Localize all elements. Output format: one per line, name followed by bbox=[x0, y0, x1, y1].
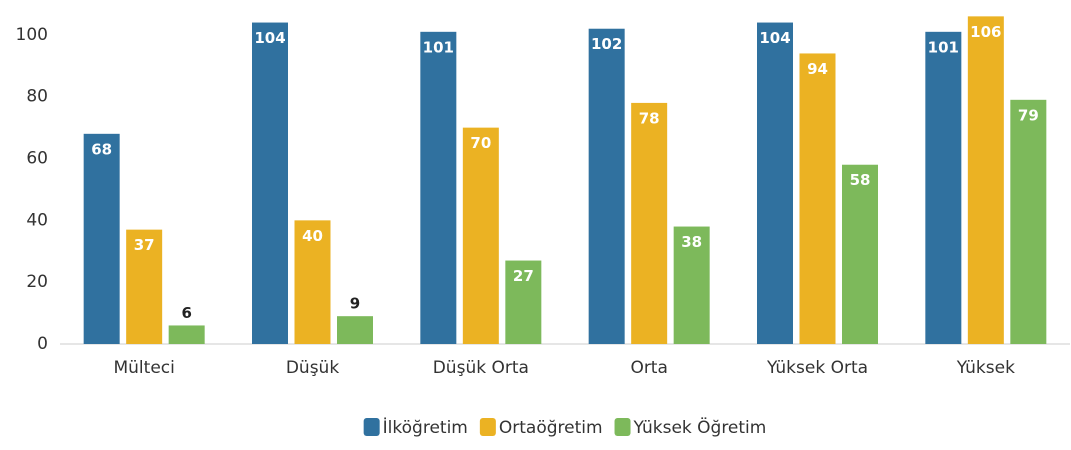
legend: İlköğretim Ortaöğretim Yüksek Öğretim bbox=[363, 416, 767, 438]
value-label: 101 bbox=[423, 38, 454, 56]
bar bbox=[462, 127, 499, 345]
bar bbox=[294, 220, 331, 344]
value-label: 94 bbox=[807, 60, 828, 78]
bar bbox=[588, 28, 625, 345]
x-tick-label: Yüksek Orta bbox=[766, 358, 868, 378]
x-tick-label: Mülteci bbox=[113, 358, 174, 378]
y-tick-label: 100 bbox=[16, 25, 48, 45]
bar bbox=[925, 31, 962, 345]
legend-label: İlköğretim bbox=[383, 417, 468, 438]
bar bbox=[252, 22, 288, 345]
x-tick-label: Düşük Orta bbox=[433, 358, 529, 378]
x-tick-label: Düşük bbox=[286, 358, 339, 378]
legend-label: Yüksek Öğretim bbox=[633, 416, 767, 438]
value-label: 37 bbox=[134, 236, 155, 254]
value-label: 70 bbox=[470, 134, 491, 152]
bar bbox=[337, 316, 373, 344]
x-tick-label: Yüksek bbox=[956, 358, 1015, 378]
value-label: 58 bbox=[850, 171, 871, 189]
value-label: 102 bbox=[591, 35, 622, 53]
value-label: 9 bbox=[350, 295, 360, 313]
value-label: 40 bbox=[302, 227, 323, 245]
value-label: 78 bbox=[639, 109, 660, 127]
legend-swatch bbox=[363, 418, 380, 436]
value-label: 104 bbox=[254, 29, 285, 47]
legend-label: Ortaöğretim bbox=[499, 418, 603, 438]
y-tick-label: 60 bbox=[26, 149, 48, 169]
bar bbox=[842, 164, 878, 344]
value-label: 38 bbox=[681, 233, 702, 251]
x-tick-label: Orta bbox=[630, 358, 667, 378]
bar bbox=[1010, 99, 1047, 345]
bar bbox=[420, 31, 457, 345]
bar bbox=[799, 53, 836, 345]
value-label: 27 bbox=[513, 267, 534, 285]
bar bbox=[126, 229, 163, 344]
legend-swatch bbox=[479, 418, 496, 436]
bar bbox=[757, 22, 793, 345]
value-label: 68 bbox=[91, 140, 112, 158]
value-label: 6 bbox=[181, 304, 191, 322]
value-label: 79 bbox=[1018, 106, 1039, 124]
y-tick-label: 80 bbox=[26, 87, 48, 107]
bar bbox=[673, 226, 710, 344]
value-label: 104 bbox=[759, 29, 790, 47]
bar bbox=[505, 260, 542, 344]
bar bbox=[83, 133, 120, 344]
y-tick-label: 20 bbox=[26, 272, 48, 292]
value-label: 106 bbox=[970, 23, 1001, 41]
y-tick-label: 0 bbox=[37, 334, 48, 354]
legend-swatch bbox=[614, 418, 631, 436]
bar bbox=[168, 325, 205, 344]
bar bbox=[631, 102, 668, 344]
bar bbox=[967, 16, 1004, 344]
y-tick-label: 40 bbox=[26, 210, 48, 230]
value-label: 101 bbox=[928, 38, 959, 56]
